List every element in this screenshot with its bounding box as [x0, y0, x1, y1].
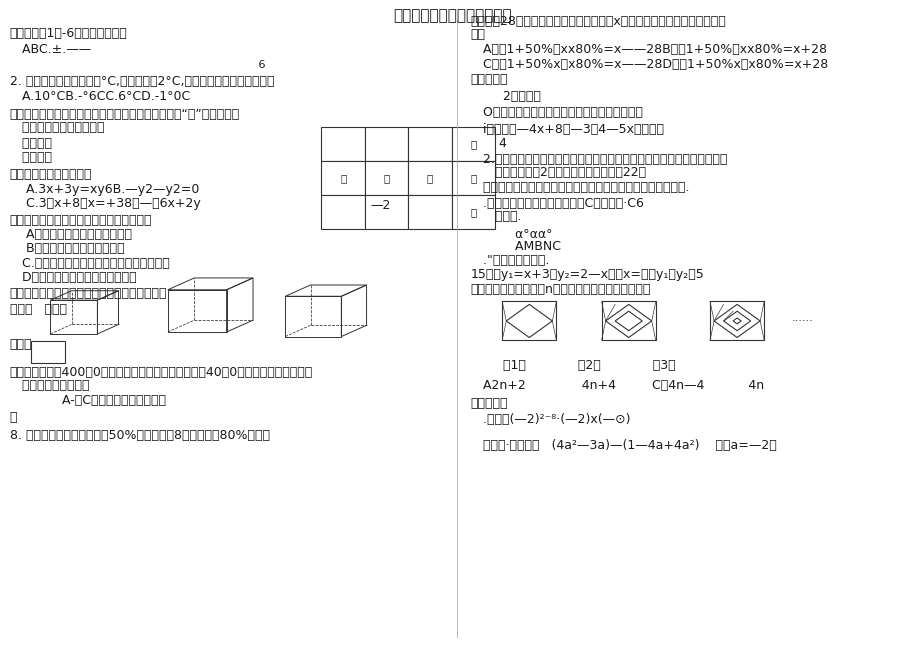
Bar	[451, 161, 494, 195]
Text: i化简上（—4x+8）—3（4—5x），可得: i化简上（—4x+8）—3（4—5x），可得	[470, 123, 663, 136]
Text: α°αα°: α°αα°	[470, 228, 551, 241]
Text: ，观察下列图形，则第n个图形中三角形的个数是（）: ，观察下列图形，则第n个图形中三角形的个数是（）	[470, 283, 651, 296]
Text: 4: 4	[470, 137, 505, 150]
Text: C.3（x+8）x=+38．—（6x+2y: C.3（x+8）x=+38．—（6x+2y	[10, 197, 200, 210]
Text: 结果获刖28元，若设这件夺克衫的成本是x元，根据题意，可得到的方程是: 结果获刖28元，若设这件夺克衫的成本是x元，根据题意，可得到的方程是	[470, 15, 725, 28]
Text: C．（1+50%x）x80%=x——28D．（1+50%x）x80%=x+28: C．（1+50%x）x80%=x——28D．（1+50%x）x80%=x+28	[470, 58, 827, 71]
Text: 相对的面上标的字是（）: 相对的面上标的字是（）	[10, 121, 104, 134]
Bar	[365, 161, 408, 195]
Text: 正视图   全视图: 正视图 全视图	[10, 303, 67, 316]
Bar	[365, 195, 408, 229]
Bar	[451, 195, 494, 229]
Text: .如图，是线段的中点，是线段C的中点，·C6: .如图，是线段的中点，是线段C的中点，·C6	[470, 197, 642, 210]
Text: D了解全省七年级学生的视力情况: D了解全省七年级学生的视力情况	[10, 271, 136, 284]
Text: 南: 南	[470, 207, 476, 217]
Text: ．为了了解我县400名0初中生的身高情况，从中抽取了40名0学生测量身高，在这个: ．为了了解我县400名0初中生的身高情况，从中抽取了40名0学生测量身高，在这个	[10, 366, 312, 379]
Bar	[502, 301, 556, 340]
Text: .计算：(—2)²⁻⁸·(—2)x(—⊙): .计算：(—2)²⁻⁸·(—2)x(—⊙)	[470, 413, 630, 426]
Text: 2. 某地某天的最高气温是°C,最低气温是2°C,则该地这一天的温差是（）: 2. 某地某天的最高气温是°C,最低气温是2°C,则该地这一天的温差是（）	[10, 76, 274, 89]
Text: 第1个             第2个             第3个: 第1个 第2个 第3个	[470, 359, 675, 372]
Bar	[321, 128, 365, 161]
Text: 人民币，增速居全国第一．这个数据用科学记数法可表示为元.: 人民币，增速居全国第一．这个数据用科学记数法可表示为元.	[470, 181, 688, 194]
Text: O正方形有个面，个顶点，经过每个顶点有条棱: O正方形有个面，个顶点，经过每个顶点有条棱	[470, 106, 641, 119]
Text: 8. 一件夺克衫先按成本提高50%标价，再以8折（标价的80%）出售: 8. 一件夺克衫先按成本提高50%标价，再以8折（标价的80%）出售	[10, 430, 269, 443]
Text: A了解一批圆珠笔芯的使用寿命: A了解一批圆珠笔芯的使用寿命	[10, 228, 131, 241]
Bar	[321, 161, 365, 195]
Text: 生: 生	[10, 411, 17, 424]
Text: A2n+2              4n+4         C．4n—4           4n: A2n+2 4n+4 C．4n—4 4n	[470, 379, 763, 392]
Text: 2.根据云南省统计局发布我省生产总值的主要数据显示：去年生产总值突: 2.根据云南省统计局发布我省生产总值的主要数据显示：去年生产总值突	[470, 154, 726, 167]
Bar	[601, 301, 655, 340]
Text: C.子解你们班学生早餐是否有喝牛奶的习惯: C.子解你们班学生早餐是否有喝牛奶的习惯	[10, 256, 169, 270]
Text: ......: ......	[790, 313, 812, 324]
Text: 云: 云	[470, 173, 476, 183]
Text: A-同C名学生的身高情况名学: A-同C名学生的身高情况名学	[10, 394, 165, 407]
Text: ．下列运算正确的是（）: ．下列运算正确的是（）	[10, 169, 92, 181]
Text: ."等于分，等于度.: ."等于分，等于度.	[470, 254, 549, 267]
Text: A.3x+3y=xy6B.—y2—y2=0: A.3x+3y=xy6B.—y2—y2=0	[10, 182, 199, 195]
Bar	[408, 195, 451, 229]
Text: ABC.±.——: ABC.±.——	[10, 43, 91, 56]
Text: 设: 设	[340, 173, 346, 183]
Text: ．如图是一个正方体的表面展开图，则原正方体中与“建”字所在的面: ．如图是一个正方体的表面展开图，则原正方体中与“建”字所在的面	[10, 108, 240, 121]
Text: 破万亿大关，2年第一季度生产总值亊22元: 破万亿大关，2年第一季度生产总值亊22元	[470, 167, 645, 179]
Text: 建: 建	[470, 139, 476, 149]
Bar	[30, 341, 64, 363]
Text: A.10°CB.-°6CC.6°CD.-1°0C: A.10°CB.-°6CC.6°CD.-1°0C	[10, 90, 190, 104]
Text: 三、解答题: 三、解答题	[470, 397, 507, 410]
Text: 2勾倒数是: 2勾倒数是	[470, 90, 539, 104]
Text: 俧视图: 俧视图	[10, 339, 32, 352]
Text: 先化简·再求值：   (4a²—3a)—(1—4a+4a²)    其中a=—2，: 先化简·再求值： (4a²—3a)—(1—4a+4a²) 其中a=—2，	[470, 439, 776, 452]
Text: ．下列调查中，适宜采用普查方式的是（）: ．下列调查中，适宜采用普查方式的是（）	[10, 214, 152, 227]
Text: 美: 美	[383, 173, 390, 183]
Bar	[709, 301, 764, 340]
Bar	[408, 161, 451, 195]
Text: ．下图是某几何体的三视图，则该几何体是（）: ．下图是某几何体的三视图，则该几何体是（）	[10, 286, 167, 299]
Text: A．（1+50%）xx80%=x——28B．（1+50%）xx80%=x+28: A．（1+50%）xx80%=x——28B．（1+50%）xx80%=x+28	[470, 43, 825, 56]
Text: ．美．丽: ．美．丽	[10, 137, 51, 150]
Text: 15已知y₁=x+3，y₂=2—x，当x=时，y₁比y₂刧5: 15已知y₁=x+3，y₂=2—x，当x=时，y₁比y₂刧5	[470, 268, 704, 281]
Bar	[408, 128, 451, 161]
Bar	[365, 128, 408, 161]
Text: B了解全国中学生的节水意识: B了解全国中学生的节水意识	[10, 242, 124, 255]
Text: （）: （）	[470, 28, 485, 41]
Text: —2: —2	[369, 199, 390, 212]
Bar	[321, 195, 365, 229]
Text: 6: 6	[10, 61, 265, 70]
Text: 丽: 丽	[426, 173, 433, 183]
Text: ．云．南: ．云．南	[10, 152, 51, 165]
Bar	[451, 128, 494, 161]
Text: AMBNC: AMBNC	[470, 240, 560, 253]
Text: 则线段.: 则线段.	[470, 210, 520, 223]
Text: 问题中，样本是（）: 问题中，样本是（）	[10, 379, 89, 392]
Text: 七年级上册综合测评数学试卷: 七年级上册综合测评数学试卷	[392, 8, 511, 23]
Text: 二、填空题: 二、填空题	[470, 74, 507, 87]
Text: 一、选择题1．-6的绝对值是（）: 一、选择题1．-6的绝对值是（）	[10, 27, 128, 40]
